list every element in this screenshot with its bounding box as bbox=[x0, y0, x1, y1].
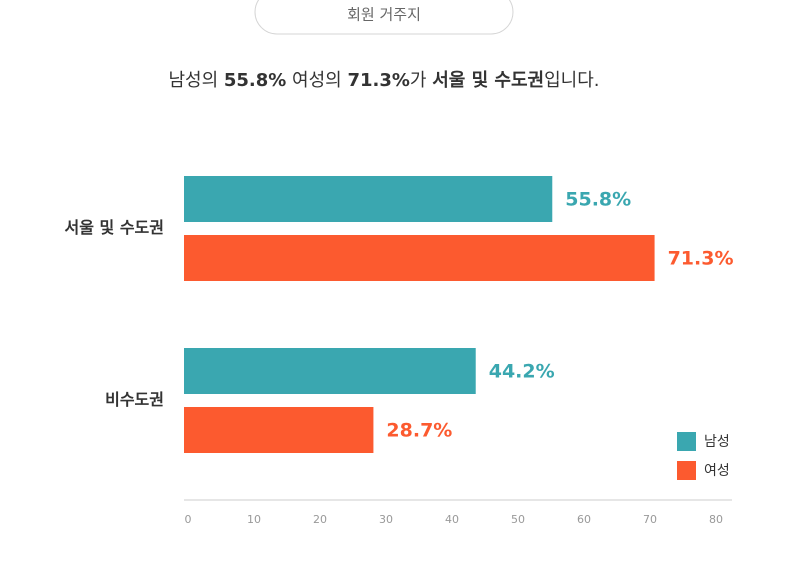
bar bbox=[184, 407, 374, 453]
value-label: 28.7% bbox=[386, 420, 452, 442]
x-tick-label: 30 bbox=[379, 513, 393, 526]
category-label: 비수도권 bbox=[105, 390, 164, 409]
subtitle-part: 71.3% bbox=[347, 70, 409, 91]
x-tick-label: 80 bbox=[709, 513, 723, 526]
bar bbox=[184, 235, 655, 281]
x-tick-label: 10 bbox=[247, 513, 261, 526]
legend-swatch bbox=[677, 461, 696, 480]
subtitle-part: 입니다. bbox=[544, 70, 599, 91]
bar bbox=[184, 348, 476, 394]
x-tick-label: 0 bbox=[185, 513, 192, 526]
subtitle-part: 남성의 bbox=[168, 70, 223, 91]
subtitle-part: 55.8% bbox=[224, 70, 286, 91]
x-tick-label: 50 bbox=[511, 513, 525, 526]
x-tick-label: 40 bbox=[445, 513, 459, 526]
subtitle-part: 여성의 bbox=[286, 70, 347, 91]
x-tick-label: 20 bbox=[313, 513, 327, 526]
value-label: 44.2% bbox=[489, 361, 555, 383]
subtitle-part: 서울 및 수도권 bbox=[432, 70, 544, 91]
tab-label[interactable]: 회원 거주지 bbox=[347, 6, 421, 24]
subtitle: 남성의 55.8% 여성의 71.3%가 서울 및 수도권입니다. bbox=[168, 70, 599, 91]
legend-label: 여성 bbox=[704, 463, 730, 479]
x-tick-label: 70 bbox=[643, 513, 657, 526]
category-label: 서울 및 수도권 bbox=[65, 218, 164, 237]
x-tick-label: 60 bbox=[577, 513, 591, 526]
subtitle-part: 가 bbox=[410, 70, 432, 91]
bar bbox=[184, 176, 553, 222]
legend-label: 남성 bbox=[704, 434, 730, 450]
value-label: 71.3% bbox=[668, 248, 734, 270]
tab-pill[interactable] bbox=[254, 0, 514, 35]
legend-swatch bbox=[677, 432, 696, 451]
value-label: 55.8% bbox=[565, 189, 631, 211]
